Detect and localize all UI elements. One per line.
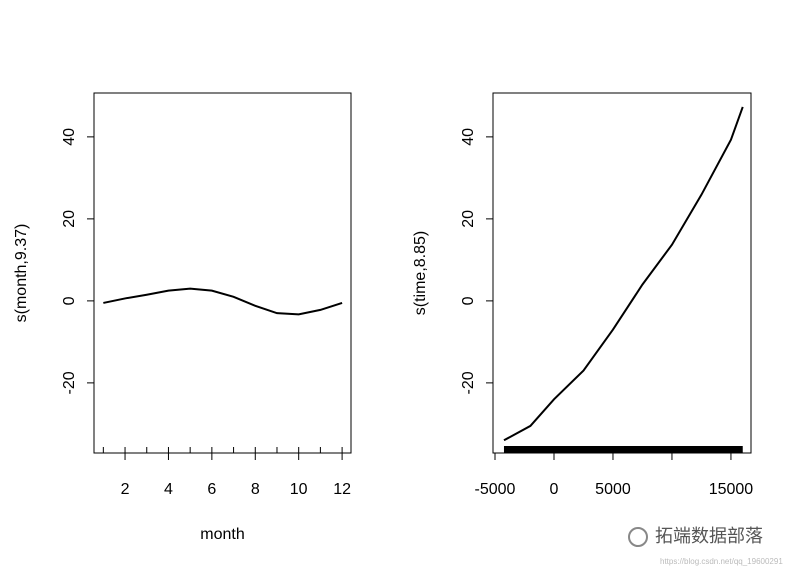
y-tick-label: 40 xyxy=(61,128,78,146)
rug xyxy=(503,446,743,453)
x-tick-label: 6 xyxy=(207,481,216,498)
x-tick-label: -5000 xyxy=(475,481,516,498)
plot-frame xyxy=(93,92,352,454)
x-tick-label: 5000 xyxy=(595,481,631,498)
watermark-text: 拓端数据部落 xyxy=(655,526,763,546)
y-tick-label: 0 xyxy=(460,296,477,305)
y-tick-label: 20 xyxy=(460,210,477,228)
x-tick-label: 10 xyxy=(290,481,308,498)
watermark-icon xyxy=(628,527,648,547)
x-tick-label: 12 xyxy=(333,481,351,498)
y-axis-label: s(time,8.85) xyxy=(412,231,429,315)
curve xyxy=(503,106,744,442)
x-tick-label: 8 xyxy=(251,481,260,498)
y-tick-label: 0 xyxy=(61,296,78,305)
watermark: 拓端数据部落 https://blog.csdn.net/qq_19600291 xyxy=(598,518,798,570)
x-tick-label: 2 xyxy=(121,481,130,498)
y-tick-label: 20 xyxy=(61,210,78,228)
curve xyxy=(103,287,343,316)
y-tick-label: -20 xyxy=(61,371,78,394)
watermark-url: https://blog.csdn.net/qq_19600291 xyxy=(660,557,783,566)
x-tick-label: 15000 xyxy=(709,481,754,498)
y-axis-label: s(month,9.37) xyxy=(13,224,30,323)
y-tick-label: 40 xyxy=(460,128,477,146)
x-tick-label: 0 xyxy=(550,481,559,498)
y-tick-label: -20 xyxy=(460,371,477,394)
x-axis-label: month xyxy=(200,526,244,543)
x-tick-label: 4 xyxy=(164,481,173,498)
